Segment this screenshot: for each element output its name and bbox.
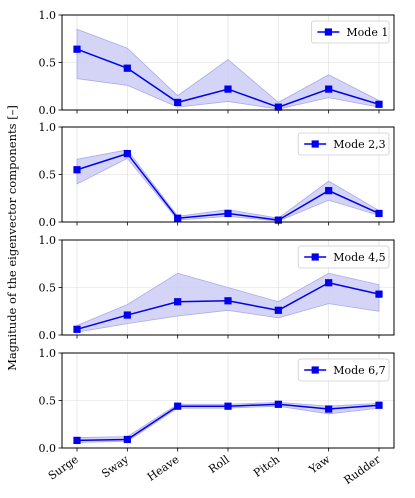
data-point [174,214,182,222]
data-point [174,98,182,106]
x-tick-label: Sway [99,452,131,480]
y-tick-label: 0.5 [39,169,57,182]
data-point [274,103,282,111]
data-point [224,297,232,305]
legend: Mode 6,7 [297,358,390,382]
y-tick-label: 1.0 [39,234,57,247]
data-point [325,405,333,413]
legend-box [297,245,390,269]
subplot-1: 0.0 0.5 1.0 Mode 1 [39,9,395,117]
x-tick-label: Pitch [251,453,282,480]
data-point [224,85,232,93]
legend: Mode 4,5 [297,245,390,269]
x-tick-label: Heave [145,453,181,484]
data-point [123,64,131,72]
legend-marker [324,28,332,36]
data-point [325,85,333,93]
data-point [325,279,333,287]
data-point [224,402,232,410]
y-tick-label: 1.0 [39,121,57,134]
y-tick-label: 0.5 [39,395,57,408]
data-point [325,187,333,195]
data-point [174,402,182,410]
legend-box [310,20,390,44]
data-point [375,290,383,298]
x-tick-label: Surge [46,453,81,483]
data-point [274,306,282,314]
data-point [123,150,131,158]
data-point [123,311,131,319]
y-tick-label: 1.0 [39,347,57,360]
data-point [274,216,282,224]
legend-label: Mode 6,7 [333,364,385,377]
data-point [375,100,383,108]
legend-marker [311,366,319,374]
legend-marker [311,253,319,261]
legend-marker [311,140,319,148]
y-tick-label: 0.0 [39,442,57,455]
data-point [73,436,81,444]
data-point [375,401,383,409]
legend: Mode 2,3 [297,132,390,156]
legend-label: Mode 4,5 [333,251,385,264]
legend-label: Mode 2,3 [333,138,385,151]
subplot-panels: 0.0 0.5 1.0 Mode 1 0.0 0.5 1.0 Mode 2,3 0.0 0.5 1.… [39,9,395,487]
subplot-4: 0.0 0.5 1.0 Surge Sway Heave Roll Pitch Yaw Rudde… [39,347,395,487]
y-tick-label: 0.5 [39,57,57,70]
legend: Mode 1 [310,20,390,44]
data-point [73,325,81,333]
y-tick-label: 0.0 [39,104,57,117]
data-point [274,400,282,408]
x-tick-label: Rudder [341,452,383,487]
subplot-3: 0.0 0.5 1.0 Mode 4,5 [39,234,395,342]
legend-box [297,358,390,382]
data-point [73,166,81,174]
y-axis-label: Magnitude of the eigenvector components … [5,105,19,371]
y-tick-label: 0.0 [39,329,57,342]
data-point [73,45,81,53]
data-point [375,209,383,218]
data-point [123,435,131,444]
legend-label: Mode 1 [346,26,388,39]
x-tick-label: Roll [206,453,232,477]
legend-box [297,132,390,156]
y-tick-label: 1.0 [39,9,57,22]
subplot-2: 0.0 0.5 1.0 Mode 2,3 [39,121,395,229]
y-tick-label: 0.5 [39,282,57,295]
data-point [224,209,232,218]
x-tick-label: Yaw [306,452,333,476]
y-tick-label: 0.0 [39,216,57,229]
data-point [174,298,182,306]
